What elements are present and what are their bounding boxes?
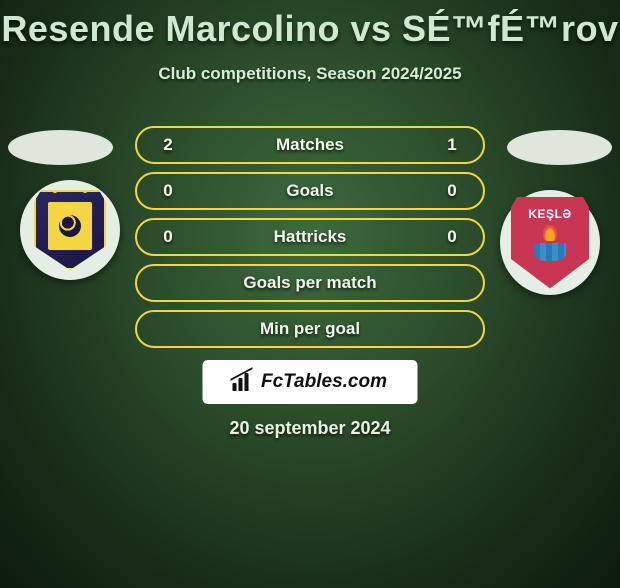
team-crest-left [20, 180, 120, 280]
shield-icon-left [34, 190, 106, 270]
stat-row-min-per-goal: Min per goal [135, 310, 485, 348]
stat-left-value: 2 [155, 135, 181, 155]
bars-icon [233, 373, 255, 391]
small-crest-right [507, 130, 612, 165]
stat-label: Matches [181, 135, 439, 155]
stat-right-value: 0 [439, 227, 465, 247]
stat-left-value: 0 [155, 181, 181, 201]
team-right-label: KEŞLƏ [528, 207, 571, 221]
stat-right-value: 1 [439, 135, 465, 155]
stat-row-hattricks: 0 Hattricks 0 [135, 218, 485, 256]
stat-label: Min per goal [181, 319, 439, 339]
shield-icon-right: KEŞLƏ [511, 197, 589, 289]
fctables-badge: FcTables.com [203, 360, 418, 404]
stat-right-value: 0 [439, 181, 465, 201]
team-crest-right: KEŞLƏ [500, 190, 600, 295]
stat-row-goals-per-match: Goals per match [135, 264, 485, 302]
stat-row-goals: 0 Goals 0 [135, 172, 485, 210]
stat-label: Hattricks [181, 227, 439, 247]
page-title: Resende Marcolino vs SÉ™fÉ™rov [0, 8, 620, 50]
small-crest-left [8, 130, 113, 165]
stat-label: Goals [181, 181, 439, 201]
stats-rows: 2 Matches 1 0 Goals 0 0 Hattricks 0 Goal… [135, 126, 485, 348]
torch-icon [530, 225, 570, 261]
fctables-label: FcTables.com [261, 371, 387, 393]
stat-row-matches: 2 Matches 1 [135, 126, 485, 164]
stat-left-value: 0 [155, 227, 181, 247]
stat-label: Goals per match [181, 273, 439, 293]
date-label: 20 september 2024 [0, 418, 620, 439]
page-subtitle: Club competitions, Season 2024/2025 [0, 64, 620, 84]
